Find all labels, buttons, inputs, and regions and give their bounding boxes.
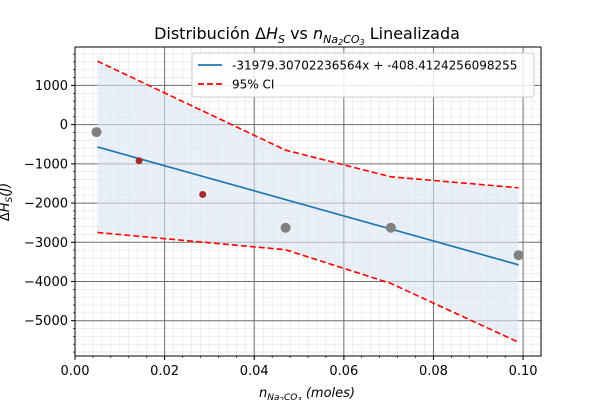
x-axis-label: nNa2CO3 (moles) <box>259 386 355 400</box>
y-tick-label: −4000 <box>24 275 68 290</box>
x-tick-label: 0.10 <box>509 364 538 379</box>
y-tick-label: −5000 <box>24 314 68 329</box>
x-tick-label: 0.02 <box>150 364 179 379</box>
y-tick-label: 0 <box>60 118 68 133</box>
ci-band-fill <box>97 61 519 343</box>
legend-label: -31979.30702236564x + -408.4124256098255 <box>232 59 517 73</box>
data-point <box>91 127 102 138</box>
data-point <box>135 157 143 165</box>
x-tick-label: 0.00 <box>61 364 90 379</box>
legend-box <box>191 52 535 98</box>
x-tick-label: 0.06 <box>329 364 358 379</box>
regression-line <box>97 146 519 266</box>
ci-lower-line <box>97 231 519 344</box>
x-tick-label: 0.08 <box>419 364 448 379</box>
legend-label: 95% CI <box>232 78 274 92</box>
ci-upper-line <box>97 60 519 189</box>
y-tick-label: −3000 <box>24 236 68 251</box>
data-point <box>199 190 207 198</box>
data-point <box>385 222 396 233</box>
y-axis-label: ΔHS(J) <box>0 183 15 221</box>
data-point <box>280 222 291 233</box>
y-tick-label: −1000 <box>24 157 68 172</box>
y-tick-label: 1000 <box>35 79 68 94</box>
data-point <box>513 250 524 261</box>
y-tick-label: −2000 <box>24 197 68 212</box>
x-tick-label: 0.04 <box>240 364 269 379</box>
chart-title: Distribución ΔHS vs nNa2CO3 Linealizada <box>154 24 460 47</box>
